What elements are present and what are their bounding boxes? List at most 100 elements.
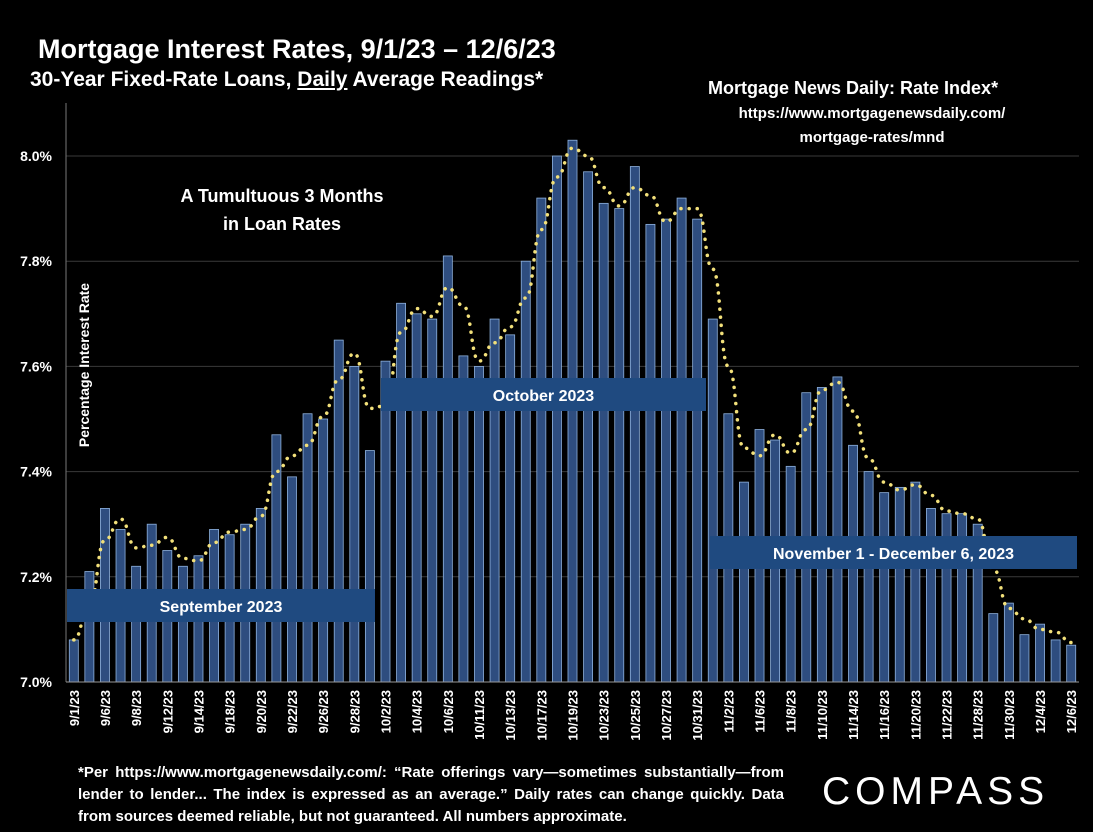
x-tick-label: 9/1/23 xyxy=(67,690,82,726)
x-tick-label: 11/14/23 xyxy=(846,690,861,740)
footnote: *Per https://www.mortgagenewsdaily.com/:… xyxy=(78,764,784,825)
x-tick-label: 10/4/23 xyxy=(410,690,425,733)
bar xyxy=(910,481,921,683)
period-label-box xyxy=(381,378,706,411)
bar xyxy=(1035,623,1045,683)
chart-title: Mortgage Interest Rates, 9/1/23 – 12/6/2… xyxy=(38,34,556,64)
y-tick-label: 8.0% xyxy=(20,148,52,164)
bar xyxy=(629,166,640,683)
source-url-line-2: mortgage-rates/mnd xyxy=(799,129,945,146)
annotation-line: in Loan Rates xyxy=(223,214,341,234)
bar xyxy=(739,481,749,683)
bar xyxy=(536,197,547,683)
bar xyxy=(84,571,95,683)
x-tick-label: 10/11/23 xyxy=(472,690,487,740)
source-url: https://www.mortgagenewsdaily.com/ mortg… xyxy=(715,102,1029,150)
x-tick-label: 11/8/23 xyxy=(784,690,799,733)
x-tick-label: 9/6/23 xyxy=(98,690,113,726)
x-tick-label: 10/13/23 xyxy=(503,690,518,741)
bar xyxy=(318,418,329,683)
bar xyxy=(1003,602,1014,683)
bar xyxy=(707,318,718,683)
x-tick-label: 9/12/23 xyxy=(160,690,175,733)
bar xyxy=(1050,639,1061,683)
x-tick-label: 11/2/23 xyxy=(721,690,736,733)
x-tick-label: 11/10/23 xyxy=(815,690,830,740)
period-label-box xyxy=(710,536,1077,569)
x-tick-label: 10/19/23 xyxy=(566,690,581,741)
x-tick-label: 11/22/23 xyxy=(940,690,955,740)
bar xyxy=(411,313,422,683)
bar xyxy=(583,171,594,683)
bar xyxy=(131,565,142,683)
annotation-line: A Tumultuous 3 Months xyxy=(181,186,384,206)
bar xyxy=(785,465,796,683)
bar xyxy=(614,208,625,683)
bar xyxy=(489,318,500,683)
bar xyxy=(598,202,609,683)
bar xyxy=(520,260,531,683)
x-tick-label: 10/23/23 xyxy=(597,690,612,741)
bar xyxy=(427,318,438,683)
subtitle-underlined: Daily xyxy=(297,68,348,91)
bar xyxy=(894,486,905,683)
x-tick-label: 9/22/23 xyxy=(285,690,300,733)
y-tick-label: 7.0% xyxy=(20,674,52,690)
x-tick-label: 11/28/23 xyxy=(971,690,986,740)
x-tick-label: 9/18/23 xyxy=(223,690,238,733)
x-tick-label: 10/25/23 xyxy=(628,690,643,741)
chart-subtitle: 30-Year Fixed-Rate Loans, Daily Average … xyxy=(30,68,543,92)
subtitle-post: Average Readings* xyxy=(347,68,544,91)
x-tick-label: 12/6/23 xyxy=(1064,690,1079,733)
bar xyxy=(645,223,656,683)
bar xyxy=(926,508,936,683)
bar xyxy=(364,450,375,683)
x-tick-label: 11/6/23 xyxy=(753,690,768,733)
x-tick-label: 11/16/23 xyxy=(877,690,892,740)
subtitle-pre: 30-Year Fixed-Rate Loans, xyxy=(30,68,298,91)
y-tick-label: 7.6% xyxy=(20,358,52,374)
period-label: September 2023 xyxy=(160,599,283,616)
bar xyxy=(676,197,687,683)
period-label: October 2023 xyxy=(493,388,594,405)
y-tick-label: 7.2% xyxy=(20,569,52,585)
x-tick-label: 9/14/23 xyxy=(191,690,206,733)
bar xyxy=(1066,644,1077,683)
bar xyxy=(287,476,297,683)
x-tick-label: 9/20/23 xyxy=(254,690,269,733)
x-tick-label: 10/2/23 xyxy=(378,690,393,733)
bar xyxy=(68,639,79,683)
bar xyxy=(863,471,874,683)
y-tick-label: 7.8% xyxy=(20,253,52,269)
period-label: November 1 - December 6, 2023 xyxy=(773,546,1014,563)
source-title: Mortgage News Daily: Rate Index* xyxy=(708,78,999,98)
bar xyxy=(333,339,344,683)
y-tick-label: 7.4% xyxy=(20,464,52,480)
bar xyxy=(879,492,890,683)
x-tick-label: 10/6/23 xyxy=(441,690,456,733)
bar xyxy=(349,365,360,683)
bar xyxy=(988,613,999,683)
x-tick-label: 9/28/23 xyxy=(347,690,362,733)
x-tick-label: 11/20/23 xyxy=(908,690,923,740)
bar xyxy=(816,387,827,683)
bar xyxy=(832,376,843,683)
x-tick-label: 9/8/23 xyxy=(129,690,144,726)
x-tick-label: 10/17/23 xyxy=(534,690,549,741)
compass-logo: COMPASS xyxy=(822,770,1050,813)
bar xyxy=(661,218,671,683)
x-tick-label: 10/27/23 xyxy=(659,690,674,741)
bar xyxy=(1019,634,1030,683)
trendline xyxy=(72,146,1073,645)
bar xyxy=(177,565,188,683)
y-axis-title: Percentage Interest Rate xyxy=(76,283,92,447)
bar xyxy=(692,218,703,683)
bar xyxy=(302,413,313,683)
x-tick-label: 12/4/23 xyxy=(1033,690,1048,733)
bar xyxy=(551,155,562,683)
bar xyxy=(396,302,406,683)
x-tick-label: 10/31/23 xyxy=(690,690,705,741)
bar xyxy=(474,365,484,683)
source-url-line-1: https://www.mortgagenewsdaily.com/ xyxy=(738,105,1006,122)
